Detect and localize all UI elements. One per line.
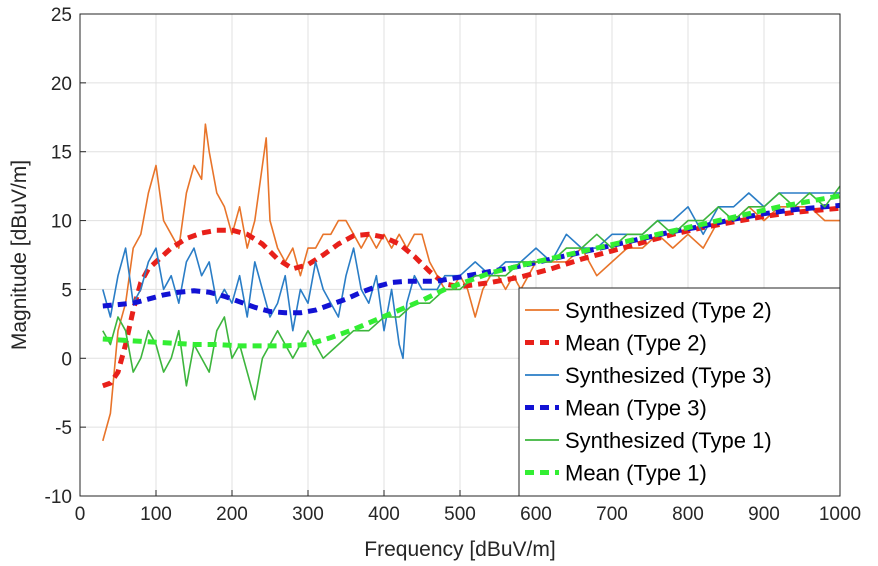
x-axis-label: Frequency [dBuV/m]	[364, 538, 555, 561]
x-tick-label: 1000	[819, 504, 861, 525]
legend-label: Synthesized (Type 2)	[565, 298, 772, 323]
x-tick-label: 700	[596, 504, 628, 525]
legend-box	[518, 287, 841, 497]
x-tick-label: 200	[216, 504, 248, 525]
x-tick-label: 600	[520, 504, 552, 525]
legend-label: Synthesized (Type 1)	[565, 428, 772, 453]
series-line-6	[102, 193, 841, 349]
x-tick-label: 800	[672, 504, 704, 525]
y-tick-label: 10	[51, 212, 72, 233]
x-axis-ticks: 0 100 200 300 400 500 600 700 800 900 1000	[75, 490, 861, 525]
series-layer	[101, 123, 841, 442]
series-line-5	[102, 185, 841, 401]
legend-label: Mean (Type 1)	[565, 461, 707, 486]
series-line-2	[101, 205, 841, 389]
y-axis-label: Magnitude [dBuV/m]	[8, 160, 31, 350]
y-tick-label: -5	[55, 418, 72, 439]
x-tick-label: 500	[444, 504, 476, 525]
x-tick-label: 100	[140, 504, 172, 525]
legend-label: Mean (Type 2)	[565, 331, 707, 356]
series-line-4	[102, 202, 841, 316]
legend-label: Mean (Type 3)	[565, 396, 707, 421]
legend: Synthesized (Type 2) Mean (Type 2) Synthes…	[518, 287, 841, 497]
x-tick-label: 300	[292, 504, 324, 525]
y-axis-ticks: -10 -5 0 5 10 15 20 25	[45, 5, 86, 508]
x-tick-label: 900	[748, 504, 780, 525]
y-tick-label: -10	[45, 487, 72, 508]
x-tick-label: 0	[75, 504, 86, 525]
y-tick-label: 15	[51, 143, 72, 164]
y-tick-label: 20	[51, 74, 72, 95]
y-tick-label: 0	[61, 349, 72, 370]
series-line-1	[102, 123, 840, 442]
legend-label: Synthesized (Type 3)	[565, 363, 772, 388]
y-tick-label: 25	[51, 5, 72, 26]
y-tick-label: 5	[61, 280, 72, 301]
x-tick-label: 400	[368, 504, 400, 525]
